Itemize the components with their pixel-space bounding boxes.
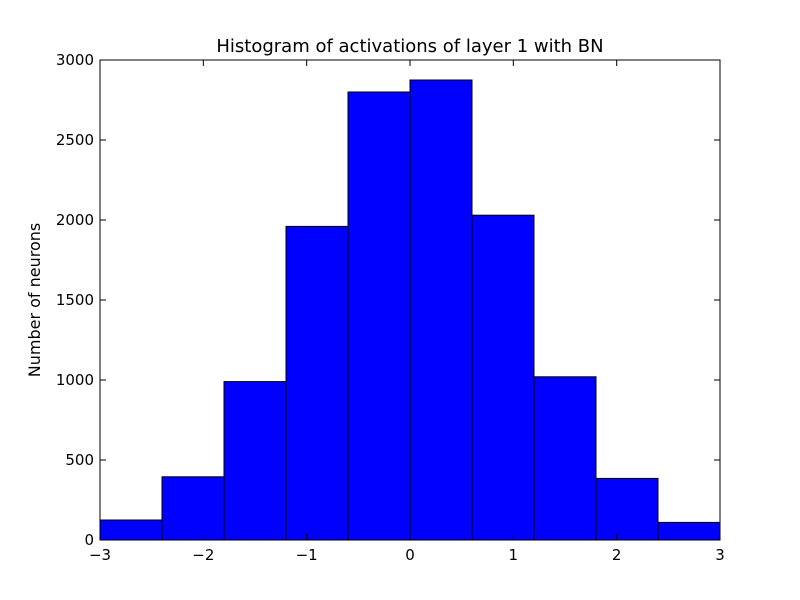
histogram-bar [533, 376, 597, 541]
y-tick-label: 1500 [56, 291, 94, 309]
histogram-bar [347, 91, 411, 541]
x-tick-label: −2 [192, 546, 214, 564]
histogram-bar [99, 519, 163, 541]
histogram-bar [409, 79, 473, 541]
x-tick-label: 2 [612, 546, 622, 564]
plot-frame [99, 59, 721, 541]
histogram-bar [657, 521, 721, 541]
bars-group [99, 79, 721, 541]
histogram-bar [471, 214, 535, 541]
histogram-bar [285, 225, 349, 541]
histogram-bar [223, 381, 287, 541]
x-tick-label: 1 [509, 546, 519, 564]
y-tick-label: 1000 [56, 371, 94, 389]
x-tick-label: 3 [715, 546, 725, 564]
y-tick-label: 2500 [56, 131, 94, 149]
histogram-bar [595, 477, 659, 541]
x-tick-label: −1 [296, 546, 318, 564]
histogram-bar [161, 476, 225, 541]
ticks-group: −3 −2 −1 0 1 2 3 0 500 1000 1500 2000 2500 3000 [56, 51, 725, 564]
y-tick-label: 2000 [56, 211, 94, 229]
y-tick-label: 0 [84, 531, 94, 549]
chart-title: Histogram of activations of layer 1 with… [216, 36, 603, 57]
x-tick-label: 0 [405, 546, 415, 564]
y-tick-label: 500 [65, 451, 94, 469]
y-axis-label: Number of neurons [25, 223, 44, 377]
y-tick-label: 3000 [56, 51, 94, 69]
x-tick-label: −3 [89, 546, 111, 564]
